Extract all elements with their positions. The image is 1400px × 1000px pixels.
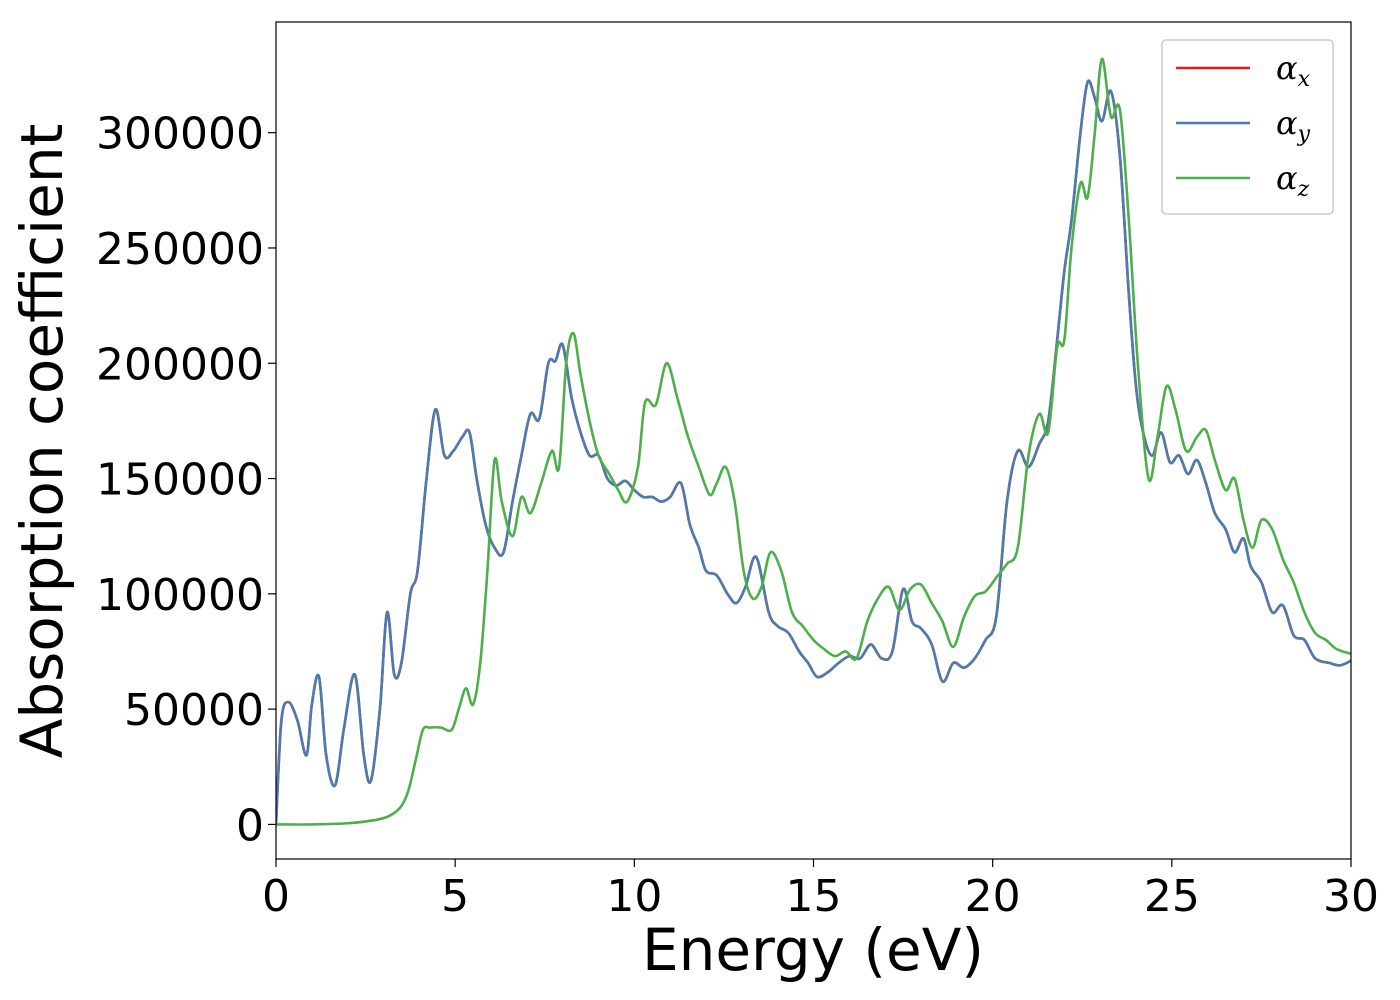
y-tick-label: 50000: [124, 685, 264, 736]
x-tick-label: 20: [965, 871, 1021, 922]
y-tick-label: 100000: [96, 570, 264, 621]
y-axis-ticks: 0 50000 100000 150000 200000 250000 300000: [96, 109, 276, 851]
legend-entry-x: αx: [1176, 49, 1311, 92]
series-line-y: [276, 79, 1351, 825]
y-tick-label: 150000: [96, 455, 264, 506]
series-layer: [276, 57, 1351, 826]
y-tick-label: 250000: [96, 224, 264, 275]
x-tick-label: 15: [786, 871, 842, 922]
y-tick-label: 0: [236, 800, 264, 851]
legend-entries: αx αy αz: [1176, 49, 1311, 202]
x-axis-ticks: 0 5 10 15 20 25 30: [262, 859, 1379, 922]
y-tick-label: 300000: [96, 109, 264, 160]
legend-label: αx: [1276, 49, 1311, 92]
x-tick-label: 10: [606, 871, 662, 922]
y-tick-label: 200000: [96, 339, 264, 390]
x-tick-label: 0: [262, 871, 290, 922]
x-tick-label: 25: [1144, 871, 1200, 922]
y-axis-title: Absorption coefficient: [8, 124, 76, 759]
legend-box: [1161, 39, 1334, 215]
legend: αx αy αz: [1161, 39, 1334, 215]
legend-entry-z: αz: [1176, 159, 1310, 202]
series-line-z: [276, 57, 1351, 826]
legend-entry-y: αy: [1176, 104, 1311, 147]
x-tick-label: 30: [1323, 871, 1379, 922]
legend-label: αy: [1276, 104, 1311, 147]
x-axis-title: Energy (eV): [642, 916, 984, 984]
x-tick-label: 5: [441, 871, 469, 922]
legend-label: αz: [1276, 159, 1310, 202]
